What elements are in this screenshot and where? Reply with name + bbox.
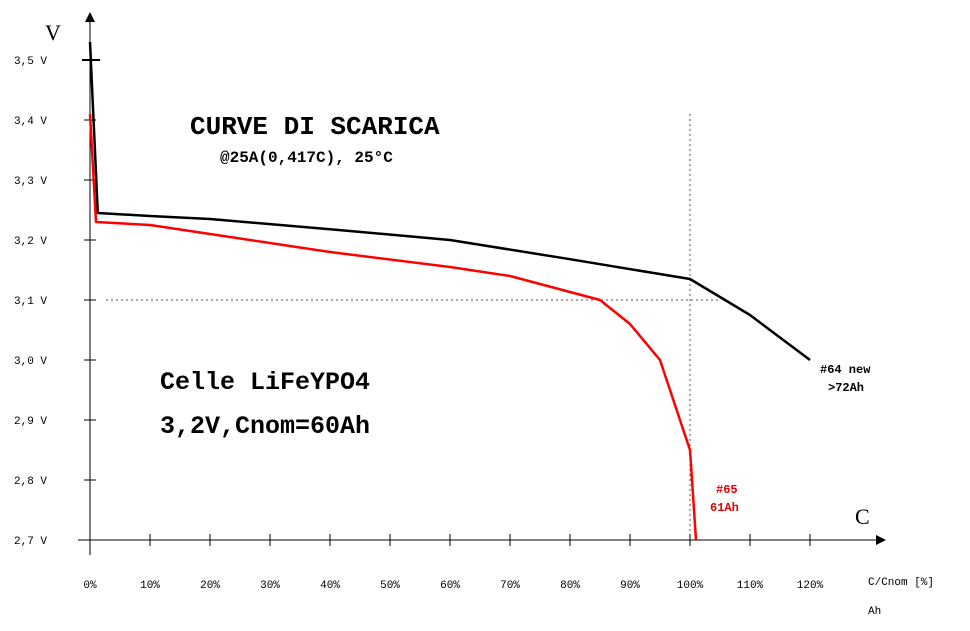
y-axis-letter: V [45, 20, 61, 45]
y-tick-label: 3,2 V [14, 236, 47, 248]
x-unit-label-ah: Ah [868, 606, 881, 618]
y-tick-label: 3,1 V [14, 296, 47, 308]
series-64-label-line1: #64 new [820, 363, 871, 377]
y-tick-label: 2,7 V [14, 536, 47, 548]
y-tick-label: 3,0 V [14, 356, 47, 368]
x-tick-label: 20% [200, 580, 220, 592]
y-axis-arrow [85, 12, 95, 22]
y-tick-label: 2,8 V [14, 476, 47, 488]
series-64-label-line2: >72Ah [828, 381, 864, 395]
reference-lines [106, 114, 720, 540]
y-tick-label: 3,5 V [14, 56, 47, 68]
series-65-label-line1: #65 [716, 483, 738, 497]
annotation-cell-spec: 3,2V,Cnom=60Ah [160, 412, 370, 441]
chart-title: CURVE DI SCARICA [190, 112, 440, 142]
x-tick-label: 120% [797, 580, 824, 592]
x-tick-label: 70% [500, 580, 520, 592]
chart-subtitle: @25A(0,417C), 25°C [220, 149, 393, 167]
y-tick-label: 2,9 V [14, 416, 47, 428]
series-line-65 [88, 113, 698, 541]
x-tick-label: 10% [140, 580, 160, 592]
x-tick-label: 0% [83, 580, 97, 592]
x-axis-arrow [876, 535, 886, 545]
x-tick-label: 100% [677, 580, 704, 592]
series-65-label-line2: 61Ah [710, 501, 739, 515]
x-tick-label: 60% [440, 580, 460, 592]
y-tick-label: 3,3 V [14, 176, 47, 188]
annotation-cell-type: Celle LiFeYPO4 [160, 368, 370, 397]
axes [78, 12, 886, 555]
x-tick-label: 30% [260, 580, 280, 592]
x-tick-label: 50% [380, 580, 400, 592]
x-tick-label: 110% [737, 580, 764, 592]
x-tick-label: 80% [560, 580, 580, 592]
series-line-64 [88, 41, 811, 361]
series-lines [88, 41, 811, 541]
x-axis-letter: C [855, 504, 870, 529]
x-ticks: 0% 10% 20% 30% 40% 50% 60% 70% 80% 90% 100% 110% 120… [83, 534, 824, 592]
x-tick-label: 90% [620, 580, 640, 592]
y-tick-label: 3,4 V [14, 116, 47, 128]
y-ticks: 2,7 V 2,8 V 2,9 V 3,0 V 3,1 V 3,2 V 3,3 V 3,4 V… [14, 56, 100, 548]
x-unit-label-percent: C/Cnom [%] [868, 577, 934, 589]
x-tick-label: 40% [320, 580, 340, 592]
